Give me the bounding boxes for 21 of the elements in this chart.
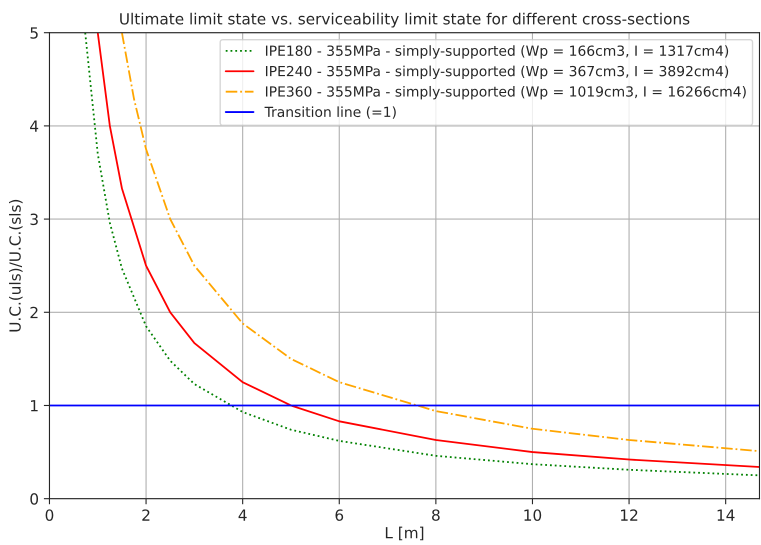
x-tick-label: 0 <box>46 509 54 521</box>
y-tick-label: 2 <box>30 306 38 318</box>
x-axis-title: L [m] <box>386 526 424 540</box>
x-tick-label: 2 <box>142 509 150 521</box>
y-tick-label: 0 <box>30 493 38 505</box>
x-tick-label: 6 <box>335 509 344 521</box>
x-tick-label: 10 <box>524 509 542 521</box>
legend-label: IPE240 - 355MPa - simply-supported (Wp = 367cm3, I = 3892cm4) <box>266 66 728 80</box>
x-tick-label: 8 <box>432 509 440 521</box>
legend-label: IPE180 - 355MPa - simply-supported (Wp = 166cm3, I = 1317cm4) <box>266 45 728 59</box>
y-tick-label: 5 <box>30 27 38 39</box>
y-tick-label: 4 <box>30 120 38 132</box>
y-axis-title: U.C.(uls)/U.C.(sls) <box>8 200 23 332</box>
legend-label: Transition line (=1) <box>264 106 396 119</box>
y-tick-label: 1 <box>31 400 38 412</box>
legend-label: IPE360 - 355MPa - simply-supported (Wp = 1019cm3, I = 16266cm4) <box>266 86 746 100</box>
x-tick-label: 4 <box>238 510 247 521</box>
y-tick-label: 3 <box>30 214 38 226</box>
x-tick-label: 12 <box>621 509 638 521</box>
x-tick-label: 14 <box>718 510 735 521</box>
chart-title: Ultimate limit state vs. serviceability limit state for different cross-sections <box>120 12 690 28</box>
